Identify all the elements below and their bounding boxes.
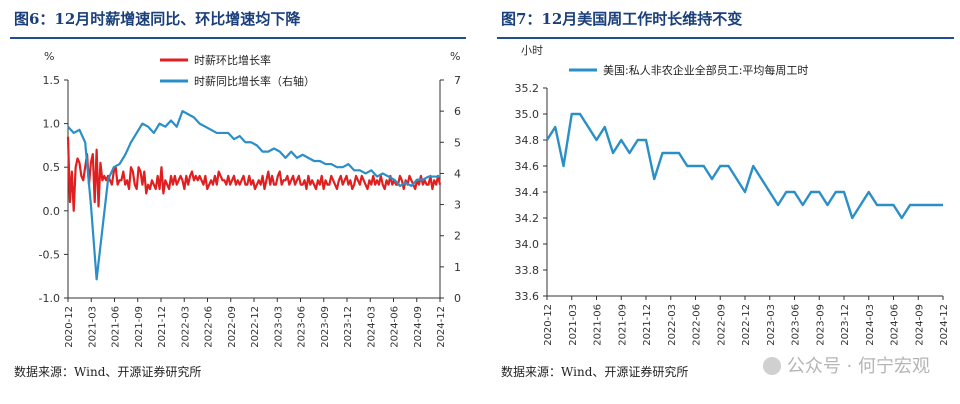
right-y-tick-label: 2 bbox=[454, 230, 461, 243]
x-tick-label: 2021-03 bbox=[87, 306, 98, 348]
x-tick-label: 2023-12 bbox=[840, 304, 851, 346]
legend-label-weekly-hours: 美国:私人非农企业全部员工:平均每周工时 bbox=[603, 63, 808, 77]
x-tick-label: 2024-06 bbox=[890, 304, 901, 346]
right-y-tick-label: 4 bbox=[454, 167, 461, 180]
y-tick-label: 35.0 bbox=[515, 108, 540, 121]
x-tick-label: 2021-12 bbox=[642, 304, 653, 346]
legend-label-yoy: 时薪同比增长率（右轴） bbox=[194, 74, 315, 88]
x-tick-label: 2021-03 bbox=[568, 304, 579, 346]
left-figure-title: 图6：12月时薪增速同比、环比增速均下降 bbox=[14, 10, 301, 28]
x-tick-label: 2024-03 bbox=[865, 304, 876, 346]
x-tick-label: 2024-06 bbox=[390, 306, 401, 348]
right-source-note: 数据来源：Wind、开源证券研究所 bbox=[501, 365, 689, 379]
x-tick-label: 2023-09 bbox=[815, 304, 826, 346]
x-tick-label: 2021-06 bbox=[111, 306, 122, 348]
x-tick-label: 2022-09 bbox=[227, 306, 238, 348]
left-y-tick-label: 0.5 bbox=[43, 161, 61, 174]
x-tick-label: 2024-09 bbox=[914, 304, 925, 346]
x-tick-label: 2021-12 bbox=[157, 306, 168, 348]
y-tick-label: 34.8 bbox=[515, 134, 540, 147]
right-y-tick-label: 6 bbox=[454, 105, 461, 118]
series-line-mom bbox=[66, 136, 442, 212]
x-tick-label: 2021-06 bbox=[593, 304, 604, 346]
wechat-logo-icon bbox=[762, 357, 781, 375]
left-source-note: 数据来源：Wind、开源证券研究所 bbox=[14, 365, 202, 379]
x-tick-label: 2024-12 bbox=[939, 304, 950, 346]
left-chart: % % 1.5 1.0 0.5 0.0 -0.5 -1.0 7 6 5 4 3 2 1 0 2020-12 202… bbox=[39, 50, 461, 348]
right-y-tick-label: 3 bbox=[454, 199, 461, 212]
right-panel: 图7：12月美国周工作时长维持不变 小时 35.2 35.0 34.8 34.6 34.4… bbox=[487, 0, 960, 404]
right-y-tick-label: 7 bbox=[454, 74, 461, 87]
x-tick-label: 2023-03 bbox=[273, 306, 284, 348]
y-tick-label: 33.6 bbox=[515, 290, 540, 303]
left-y-tick-label: 1.5 bbox=[43, 74, 61, 87]
x-tick-label: 2022-06 bbox=[204, 306, 215, 348]
left-y-tick-label: -1.0 bbox=[39, 292, 60, 305]
right-y-tick-label: 1 bbox=[454, 261, 461, 274]
series-line-yoy bbox=[67, 110, 440, 281]
x-tick-label: 2021-09 bbox=[134, 306, 145, 348]
y-tick-label: 34.0 bbox=[515, 238, 540, 251]
watermark: 公众号 · 何宁宏观 bbox=[762, 352, 930, 378]
watermark-text: 公众号 · 何宁宏观 bbox=[786, 356, 930, 377]
x-tick-label: 2024-03 bbox=[366, 306, 377, 348]
x-tick-label: 2022-03 bbox=[667, 304, 678, 346]
x-tick-label: 2022-03 bbox=[180, 306, 191, 348]
x-tick-label: 2023-06 bbox=[791, 304, 802, 346]
x-tick-label: 2024-09 bbox=[413, 306, 424, 348]
left-y-tick-label: 0.0 bbox=[43, 205, 61, 218]
left-title-rule bbox=[10, 37, 466, 39]
y-tick-label: 34.6 bbox=[515, 160, 540, 173]
left-y-unit: % bbox=[44, 50, 54, 63]
x-tick-label: 2022-12 bbox=[250, 306, 261, 348]
y-unit: 小时 bbox=[521, 44, 543, 57]
x-tick-label: 2023-12 bbox=[343, 306, 354, 348]
x-tick-label: 2023-06 bbox=[297, 306, 308, 348]
left-panel: 图6：12月时薪增速同比、环比增速均下降 %% 1.5 1.0 0.5 0.0 -0.5 -… bbox=[0, 0, 472, 404]
right-y-tick-label: 0 bbox=[454, 292, 461, 305]
right-chart: 小时35.235.034.834.634.434.234.033.833.620… bbox=[515, 44, 951, 346]
x-tick-label: 2022-06 bbox=[692, 304, 703, 346]
x-tick-label: 2020-12 bbox=[64, 306, 75, 348]
x-tick-label: 2023-03 bbox=[766, 304, 777, 346]
y-tick-label: 34.2 bbox=[515, 212, 540, 225]
left-y-tick-label: 1.0 bbox=[43, 118, 61, 131]
x-tick-label: 2022-09 bbox=[716, 304, 727, 346]
y-tick-label: 35.2 bbox=[515, 82, 540, 95]
x-tick-label: 2022-12 bbox=[741, 304, 752, 346]
x-tick-label: 2023-09 bbox=[320, 306, 331, 348]
right-y-tick-label: 5 bbox=[454, 136, 461, 149]
y-tick-label: 34.4 bbox=[515, 186, 540, 199]
x-tick-label: 2021-09 bbox=[617, 304, 628, 346]
x-tick-label: 2024-12 bbox=[436, 306, 447, 348]
x-tick-label: 2020-12 bbox=[543, 304, 554, 346]
right-title-rule bbox=[497, 37, 954, 39]
series-line-weekly-hours bbox=[545, 112, 943, 220]
legend-label-mom: 时薪环比增长率 bbox=[194, 53, 271, 67]
y-tick-label: 33.8 bbox=[515, 264, 540, 277]
right-figure-title: 图7：12月美国周工作时长维持不变 bbox=[501, 10, 743, 28]
left-y-tick-label: -0.5 bbox=[39, 248, 60, 261]
right-y-unit: % bbox=[450, 50, 460, 63]
